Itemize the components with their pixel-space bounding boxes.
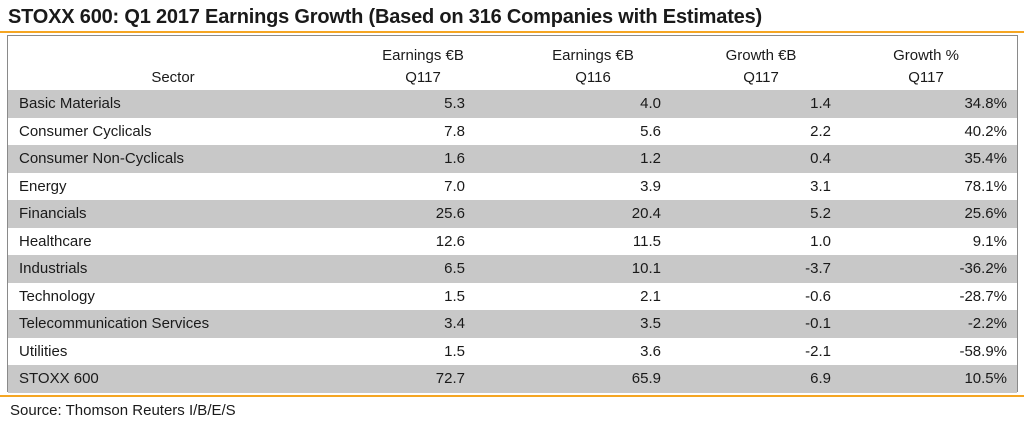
earnings-q116-cell: 4.0 (640, 95, 661, 112)
sector-cell: Consumer Non-Cyclicals (19, 150, 185, 167)
growth-pct-cell: 34.8% (964, 95, 1007, 112)
header-growth-eur-line2: Q117 (743, 69, 779, 86)
growth-eur-cell: 0.4 (810, 150, 831, 167)
growth-pct-cell: -58.9% (959, 342, 1007, 360)
footer-divider (0, 395, 1024, 397)
header-earnings-q117: Earnings €B Q117 (368, 45, 478, 89)
earnings-q116-cell: 10.1 (631, 260, 661, 277)
earnings-q117-cell: 7.0 (444, 177, 465, 195)
table-row: Energy 7.0 3.9 3.1 78.1% (8, 173, 1017, 201)
earnings-q117-cell: 7.8 (444, 122, 465, 140)
growth-eur-cell: 2.2 (810, 122, 831, 140)
header-earnings-q117-line2: Q117 (405, 69, 441, 86)
table-row: Consumer Cyclicals 7.8 5.6 2.2 40.2% (8, 118, 1017, 146)
header-growth-pct: Growth % Q117 (876, 45, 976, 89)
sector-cell: Telecommunication Services (19, 315, 210, 332)
header-growth-eur: Growth €B Q117 (711, 45, 811, 89)
growth-eur-cell: 5.2 (810, 205, 831, 222)
header-earnings-q116-line2: Q116 (575, 69, 611, 86)
earnings-q117-cell: 1.6 (444, 150, 465, 167)
header-earnings-q116: Earnings €B Q116 (538, 45, 648, 89)
table-row: Consumer Non-Cyclicals 1.6 1.2 0.4 35.4% (8, 145, 1017, 173)
table-row: Financials 25.6 20.4 5.2 25.6% (8, 200, 1017, 228)
table-row: Utilities 1.5 3.6 -2.1 -58.9% (8, 338, 1017, 366)
growth-pct-cell: 9.1% (972, 232, 1007, 250)
sector-cell: Industrials (19, 260, 88, 277)
earnings-table: Sector Earnings €B Q117 Earnings €B Q116… (7, 35, 1018, 393)
growth-pct-cell: 78.1% (964, 177, 1007, 195)
header-sector: Sector (151, 69, 195, 86)
earnings-q116-cell: 3.6 (640, 342, 661, 360)
growth-pct-cell: 35.4% (964, 150, 1007, 167)
header-growth-pct-line1: Growth % (893, 47, 959, 64)
earnings-q116-cell: 1.2 (640, 150, 661, 167)
header-earnings-q116-line1: Earnings €B (552, 47, 634, 64)
growth-eur-cell: 3.1 (810, 177, 831, 195)
table-row: Industrials 6.5 10.1 -3.7 -36.2% (8, 255, 1017, 283)
growth-pct-cell: -28.7% (959, 287, 1007, 305)
earnings-q116-cell: 20.4 (631, 205, 661, 222)
sector-cell: Technology (19, 287, 95, 305)
table-header: Sector Earnings €B Q117 Earnings €B Q116… (8, 36, 1017, 90)
sector-cell: Energy (19, 177, 67, 195)
growth-eur-cell: -3.7 (805, 260, 831, 277)
sector-cell: Healthcare (19, 232, 92, 250)
earnings-q116-cell: 3.5 (640, 315, 661, 332)
table-row: Technology 1.5 2.1 -0.6 -28.7% (8, 283, 1017, 311)
header-growth-pct-line2: Q117 (908, 69, 944, 86)
earnings-q117-cell: 25.6 (435, 205, 465, 222)
page-title: STOXX 600: Q1 2017 Earnings Growth (Base… (8, 6, 762, 28)
table-total-row: STOXX 600 72.7 65.9 6.9 10.5% (8, 365, 1017, 393)
sector-cell: Financials (19, 205, 87, 222)
title-divider (0, 31, 1024, 33)
growth-pct-cell: 25.6% (964, 205, 1007, 222)
earnings-q117-cell: 12.6 (435, 232, 465, 250)
earnings-q116-cell: 2.1 (640, 287, 661, 305)
earnings-q116-cell: 3.9 (640, 177, 661, 195)
header-earnings-q117-line1: Earnings €B (382, 47, 464, 64)
sector-cell: Basic Materials (19, 95, 121, 112)
earnings-q117-cell: 6.5 (444, 260, 465, 277)
table-row: Healthcare 12.6 11.5 1.0 9.1% (8, 228, 1017, 256)
sector-cell: Consumer Cyclicals (19, 122, 152, 140)
earnings-q117-cell: 1.5 (444, 287, 465, 305)
earnings-q116-cell: 65.9 (631, 370, 661, 387)
growth-eur-cell: 1.4 (810, 95, 831, 112)
growth-eur-cell: 6.9 (810, 370, 831, 387)
table-row: Telecommunication Services 3.4 3.5 -0.1 -2.2… (8, 310, 1017, 338)
table-body: Basic Materials 5.3 4.0 1.4 34.8% Consumer Cy… (8, 90, 1017, 393)
earnings-q117-cell: 5.3 (444, 95, 465, 112)
growth-eur-cell: 1.0 (810, 232, 831, 250)
growth-pct-cell: 40.2% (964, 122, 1007, 140)
sector-cell: STOXX 600 (19, 370, 99, 387)
growth-eur-cell: -0.1 (805, 315, 831, 332)
header-growth-eur-line1: Growth €B (725, 47, 797, 64)
growth-eur-cell: -2.1 (805, 342, 831, 360)
source-note: Source: Thomson Reuters I/B/E/S (10, 402, 236, 419)
earnings-q116-cell: 5.6 (640, 122, 661, 140)
growth-pct-cell: -36.2% (959, 260, 1007, 277)
table-row: Basic Materials 5.3 4.0 1.4 34.8% (8, 90, 1017, 118)
earnings-q117-cell: 72.7 (435, 370, 465, 387)
earnings-q117-cell: 1.5 (444, 342, 465, 360)
sector-cell: Utilities (19, 342, 68, 360)
growth-pct-cell: -2.2% (967, 315, 1007, 332)
growth-eur-cell: -0.6 (805, 287, 831, 305)
earnings-q116-cell: 11.5 (632, 232, 661, 250)
earnings-q117-cell: 3.4 (444, 315, 465, 332)
growth-pct-cell: 10.5% (964, 370, 1007, 387)
